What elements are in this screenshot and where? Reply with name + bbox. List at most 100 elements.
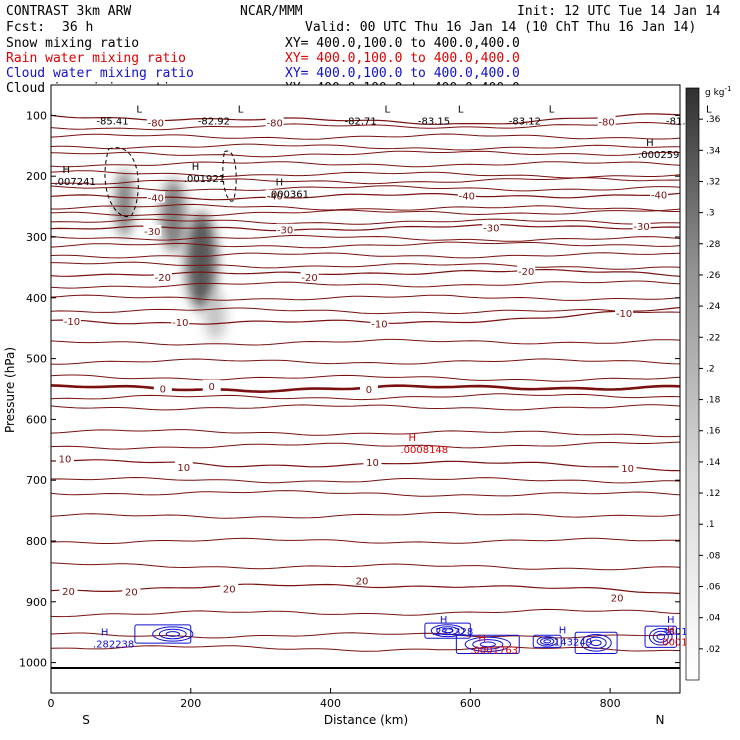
field-xy-snow: XY= 400.0,100.0 to 400.0,400.0 <box>285 36 520 51</box>
isotherm-label-bg <box>517 265 536 277</box>
y-tick-label: 200 <box>26 170 47 183</box>
marker-type: L <box>136 104 142 115</box>
isotherm-label-bg <box>482 221 501 233</box>
isotherm-label: -10 <box>64 317 80 328</box>
isotherm-label: 20 <box>356 577 369 588</box>
isotherm-label-bg <box>153 271 172 283</box>
isotherm-line-unlabeled <box>51 185 680 192</box>
marker-value: .282238 <box>93 639 134 650</box>
marker-value: .143249 <box>551 637 592 648</box>
isotherm-line-unlabeled <box>51 133 680 140</box>
cloud-water-contour-inner <box>158 628 187 640</box>
isotherm-label: -80 <box>148 119 164 130</box>
colorbar-tick-label: .12 <box>706 489 720 499</box>
isotherm-line-unlabeled <box>51 537 680 544</box>
cloud-water-contour <box>424 622 471 639</box>
marker-type: H <box>646 138 654 149</box>
cloud-water-contour-inner <box>652 630 669 643</box>
isotherm-label: -20 <box>518 267 534 278</box>
isotherm-line-unlabeled <box>51 150 680 158</box>
colorbar-tick-label: .1 <box>706 520 715 530</box>
marker-value: .0001763 <box>470 645 518 656</box>
colorbar-tick-label: .04 <box>706 614 721 624</box>
marker-value: -83.12 <box>509 116 541 127</box>
marker-value: -83.15 <box>418 116 450 127</box>
isotherm-line-unlabeled <box>51 393 680 401</box>
isotherm-label: 20 <box>611 594 624 605</box>
isotherm-label-bg <box>55 452 74 464</box>
snow-plume <box>185 212 217 310</box>
isotherm-line-unlabeled <box>51 143 680 151</box>
cloud-water-contour-inner <box>648 627 673 646</box>
colorbar-ticks: .02 .04 .06 .08 .1 .12 .14 .16 .18 .2 .22 .24 .26 .28… <box>699 115 721 655</box>
isotherm-label: 10 <box>177 463 190 474</box>
init-time: Init: 12 UTC Tue 14 Jan 14 <box>517 4 721 19</box>
colorbar-tick-label: .26 <box>706 271 721 281</box>
cloud-water-contour-inner <box>152 626 194 642</box>
isotherm-label: -20 <box>155 273 171 284</box>
colorbar-tick-label: .3 <box>706 209 715 219</box>
isotherm-label: 0 <box>366 385 372 396</box>
plot-frame <box>50 84 681 694</box>
isotherm-line-unlabeled <box>51 307 680 315</box>
cloud-water-contour <box>644 625 678 648</box>
x-tick-label: 0 <box>48 697 55 710</box>
y-tick-label: 500 <box>26 353 47 366</box>
cloud-water-contour-inner <box>656 633 666 641</box>
marker-value: .232328 <box>432 627 473 638</box>
isotherm-label-bg <box>276 223 295 235</box>
isotherm-label-bg <box>632 220 651 232</box>
isotherm-label-bg <box>146 191 165 203</box>
cloud-water-contour-inner <box>436 626 460 636</box>
y-tick-label: 300 <box>26 231 47 244</box>
colorbar-tick-label: .16 <box>706 427 721 437</box>
isotherm-label-bg <box>618 462 637 474</box>
cloud-water-contour-inner <box>536 636 558 647</box>
isotherm-label: 0 <box>160 384 166 395</box>
isotherm-label-bg <box>300 271 319 283</box>
isotherm-label: -10 <box>172 318 188 329</box>
cloud-water-contour <box>455 634 520 654</box>
isotherm-label: 20 <box>223 584 236 595</box>
marker-value: -82.71 <box>345 116 377 127</box>
marker-type: H <box>408 433 416 444</box>
isotherm-label: -10 <box>371 319 387 330</box>
isotherm-label-bg <box>153 382 172 394</box>
cloud-water-contour-inner <box>430 624 465 638</box>
marker-type: H <box>62 165 70 176</box>
x-tick-label: 200 <box>180 697 201 710</box>
field-name-cloudwater: Cloud water mixing ratio <box>6 66 194 81</box>
isotherm-line-unlabeled <box>51 252 680 259</box>
isotherm-label: -30 <box>277 226 293 237</box>
colorbar-tick-label: .22 <box>706 333 720 343</box>
marker-value: -85.41 <box>96 116 128 127</box>
cloud-water-layer <box>134 622 678 654</box>
y-tick-label: 400 <box>26 292 47 305</box>
isotherm-line-unlabeled <box>51 234 680 242</box>
isotherm-label: 10 <box>366 458 379 469</box>
marker-type: H <box>276 177 284 188</box>
marker-value: .000259 <box>638 150 679 161</box>
isotherm-line-unlabeled <box>51 374 680 382</box>
isotherm-label-bg <box>370 317 389 329</box>
colorbar-tick-label: .28 <box>706 240 721 250</box>
marker-type: H <box>101 627 109 638</box>
valid-time: Valid: 00 UTC Thu 16 Jan 14 (10 ChT Thu … <box>305 20 696 35</box>
isotherm-line-unlabeled <box>51 608 680 618</box>
isotherm-label: -30 <box>144 227 160 238</box>
marker-type: H <box>559 625 567 636</box>
cloud-water-contour <box>574 631 618 654</box>
isotherm-line-unlabeled <box>51 161 680 168</box>
colorbar-tick-label: .02 <box>706 645 720 655</box>
cloud-water-contour-inner <box>540 637 555 645</box>
isotherm-label-bg <box>363 455 382 467</box>
marker-value: -82.92 <box>198 116 230 127</box>
fcst-label: Fcst: <box>6 20 45 35</box>
cloud-ice-contour <box>104 147 139 218</box>
marker-type: L <box>238 104 244 115</box>
field-xy-rain: XY= 400.0,100.0 to 400.0,400.0 <box>285 51 520 66</box>
colorbar-tick-label: .14 <box>706 458 721 468</box>
colorbar-tick-label: .18 <box>706 396 721 406</box>
marker-type: L <box>385 104 391 115</box>
